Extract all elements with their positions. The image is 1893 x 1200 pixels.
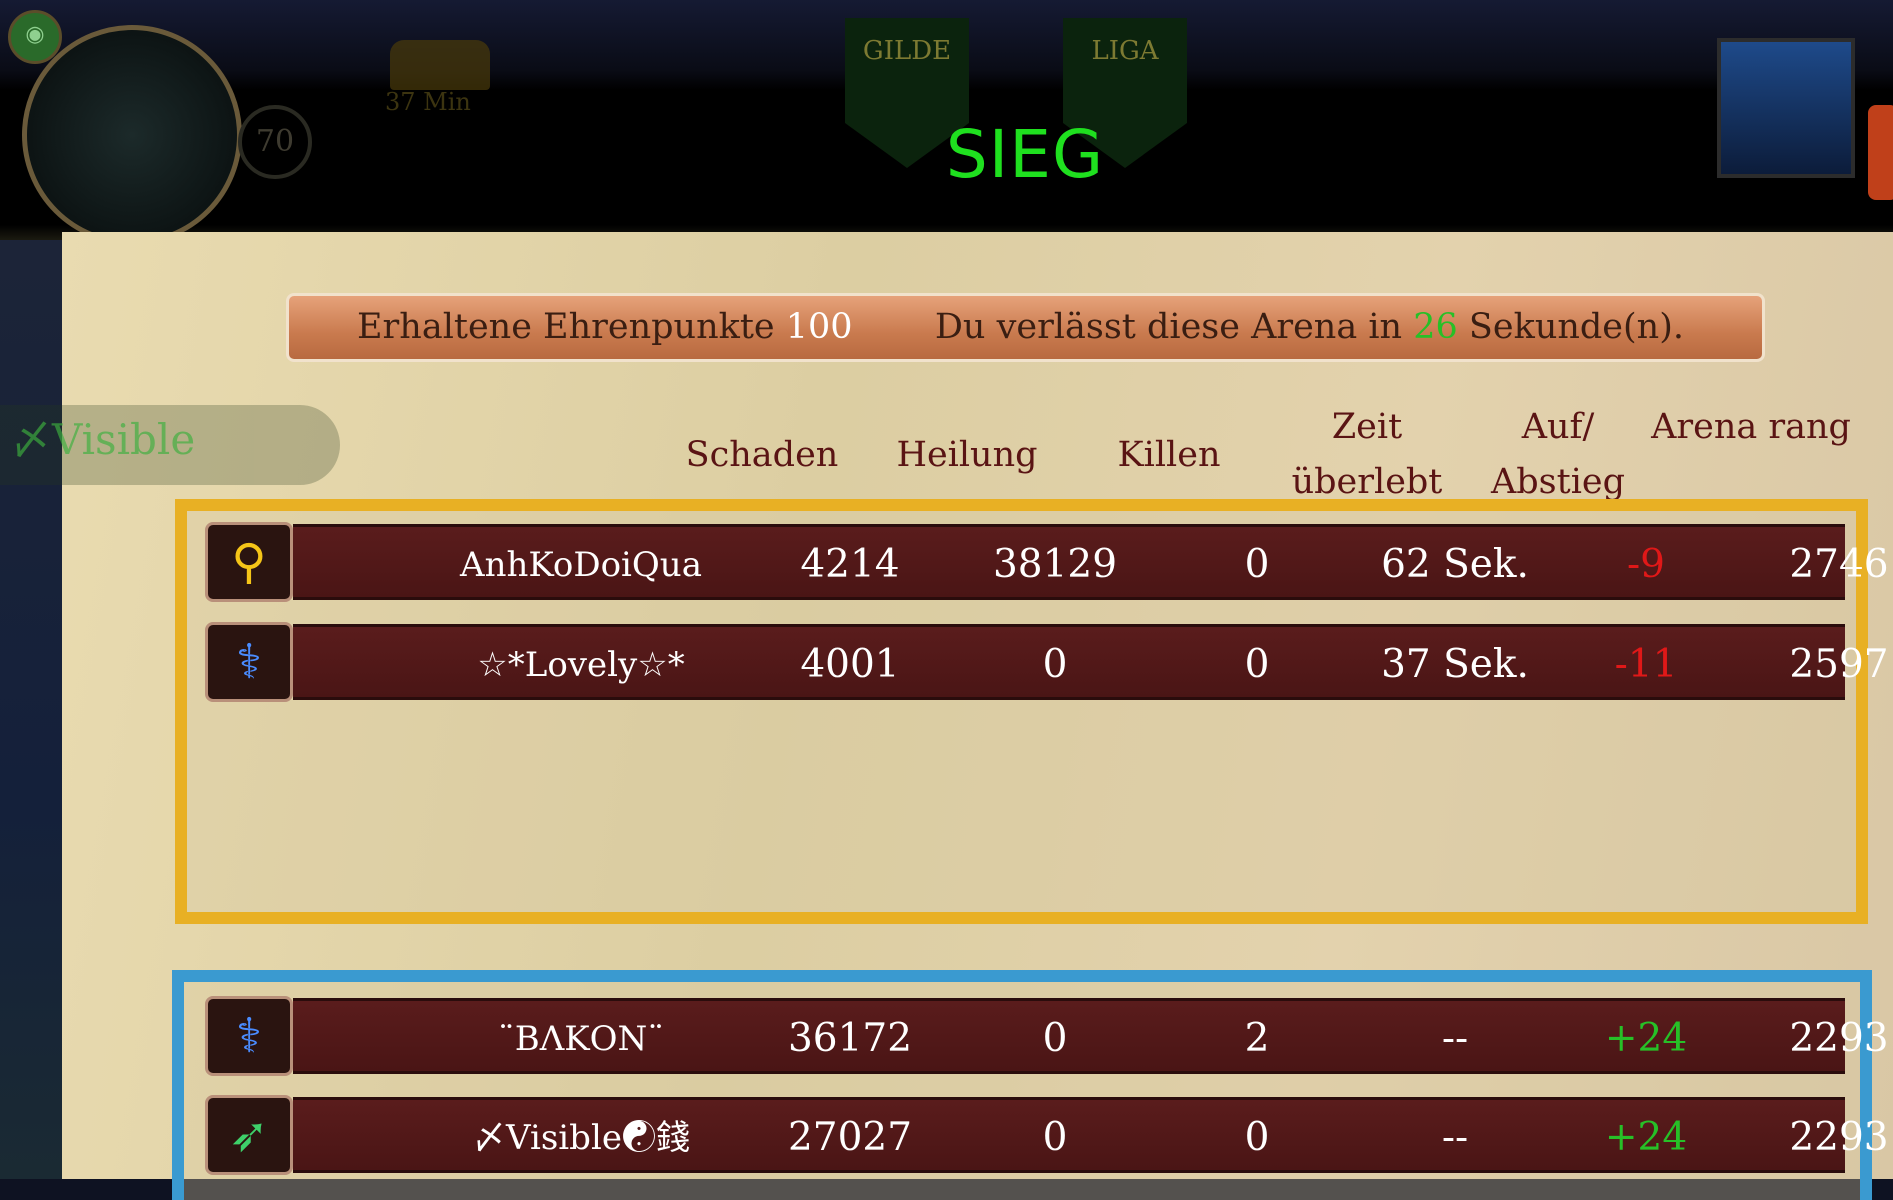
result-title: SIEG — [945, 116, 1105, 193]
leave-prefix: Du verlässt diese Arena in — [934, 307, 1403, 347]
blue-staff-icon: ⚕ — [205, 622, 293, 702]
cell-change: +24 — [1604, 1016, 1688, 1061]
cell-healing: 0 — [1042, 1016, 1068, 1061]
cell-time: 37 Sek. — [1381, 642, 1529, 687]
game-background — [0, 240, 62, 1179]
cell-change: -11 — [1614, 642, 1678, 687]
cell-time: -- — [1441, 1016, 1469, 1061]
header-updown: Auf/ Abstieg — [1490, 407, 1626, 502]
golden-mace-icon: ⚲ — [205, 522, 293, 602]
green-bow-icon: ➶ — [205, 1095, 293, 1175]
cell-kills: 0 — [1244, 542, 1270, 587]
player-row[interactable]: ⚲ AnhKoDoiQua 4214 38129 0 62 Sek. -9 2746 — [205, 522, 1889, 602]
cell-name: 〆Visible☯錢 — [472, 1118, 690, 1158]
header-healing: Heilung — [896, 435, 1038, 475]
cell-healing: 38129 — [992, 542, 1118, 587]
chest-timer: 37 Min — [385, 88, 471, 116]
cell-damage: 36172 — [787, 1016, 913, 1061]
cell-damage: 27027 — [787, 1115, 913, 1160]
cell-rank: 2293 — [1789, 1115, 1889, 1160]
leave-countdown: Du verlässt diese Arena in 26 Sekunde(n)… — [935, 296, 1684, 358]
wifi-icon: ◉ — [8, 10, 62, 64]
player-tag: Visible — [52, 415, 196, 464]
row-bar: AnhKoDoiQua 4214 38129 0 62 Sek. -9 2746 — [293, 524, 1889, 600]
reward-banner: Erhaltene Ehrenpunkte 100 Du verlässt di… — [286, 293, 1765, 362]
honor-value: 100 — [785, 307, 853, 347]
cell-damage: 4001 — [800, 642, 900, 687]
honor-label: Erhaltene Ehrenpunkte — [357, 307, 775, 347]
header-time: Zeit überlebt — [1291, 407, 1443, 502]
cell-change: +24 — [1604, 1115, 1688, 1160]
row-bar: ☆*Lovely☆* 4001 0 0 37 Sek. -11 2597 — [293, 624, 1889, 700]
player-row[interactable]: ⚕ ¨ΒΛΚΟΝ¨ 36172 0 2 -- +24 2293 — [205, 996, 1889, 1076]
cell-name: ☆*Lovely☆* — [477, 645, 685, 685]
cell-time: -- — [1441, 1115, 1469, 1160]
honor-points: Erhaltene Ehrenpunkte 100 — [357, 296, 853, 358]
cell-healing: 0 — [1042, 642, 1068, 687]
leave-suffix: Sekunde(n). — [1468, 307, 1684, 347]
row-bar: 〆Visible☯錢 27027 0 0 -- +24 2293 — [293, 1097, 1889, 1173]
cell-rank: 2746 — [1789, 542, 1889, 587]
leave-seconds: 26 — [1413, 307, 1458, 347]
player-level: 70 — [238, 105, 312, 179]
player-row[interactable]: ➶ 〆Visible☯錢 27027 0 0 -- +24 2293 — [205, 1095, 1889, 1175]
chest-icon[interactable] — [390, 40, 490, 90]
cell-name: ¨ΒΛΚΟΝ¨ — [497, 1019, 665, 1059]
cell-healing: 0 — [1042, 1115, 1068, 1160]
target-portrait[interactable] — [1717, 38, 1855, 178]
side-tab-button[interactable] — [1868, 105, 1893, 200]
header-rank: Arena rang — [1651, 407, 1851, 447]
cell-rank: 2597 — [1789, 642, 1889, 687]
cell-rank: 2293 — [1789, 1016, 1889, 1061]
cell-kills: 2 — [1244, 1016, 1270, 1061]
header-kills: Killen — [1117, 435, 1221, 475]
cell-damage: 4214 — [800, 542, 900, 587]
player-row[interactable]: ⚕ ☆*Lovely☆* 4001 0 0 37 Sek. -11 2597 — [205, 622, 1889, 702]
cell-time: 62 Sek. — [1381, 542, 1529, 587]
blue-staff-icon: ⚕ — [205, 996, 293, 1076]
cell-change: -9 — [1627, 542, 1665, 587]
header-damage: Schaden — [685, 435, 839, 475]
player-nameplate: 〆Visible — [0, 405, 340, 485]
cell-kills: 0 — [1244, 1115, 1270, 1160]
row-bar: ¨ΒΛΚΟΝ¨ 36172 0 2 -- +24 2293 — [293, 998, 1889, 1074]
cell-kills: 0 — [1244, 642, 1270, 687]
cell-name: AnhKoDoiQua — [460, 545, 702, 585]
